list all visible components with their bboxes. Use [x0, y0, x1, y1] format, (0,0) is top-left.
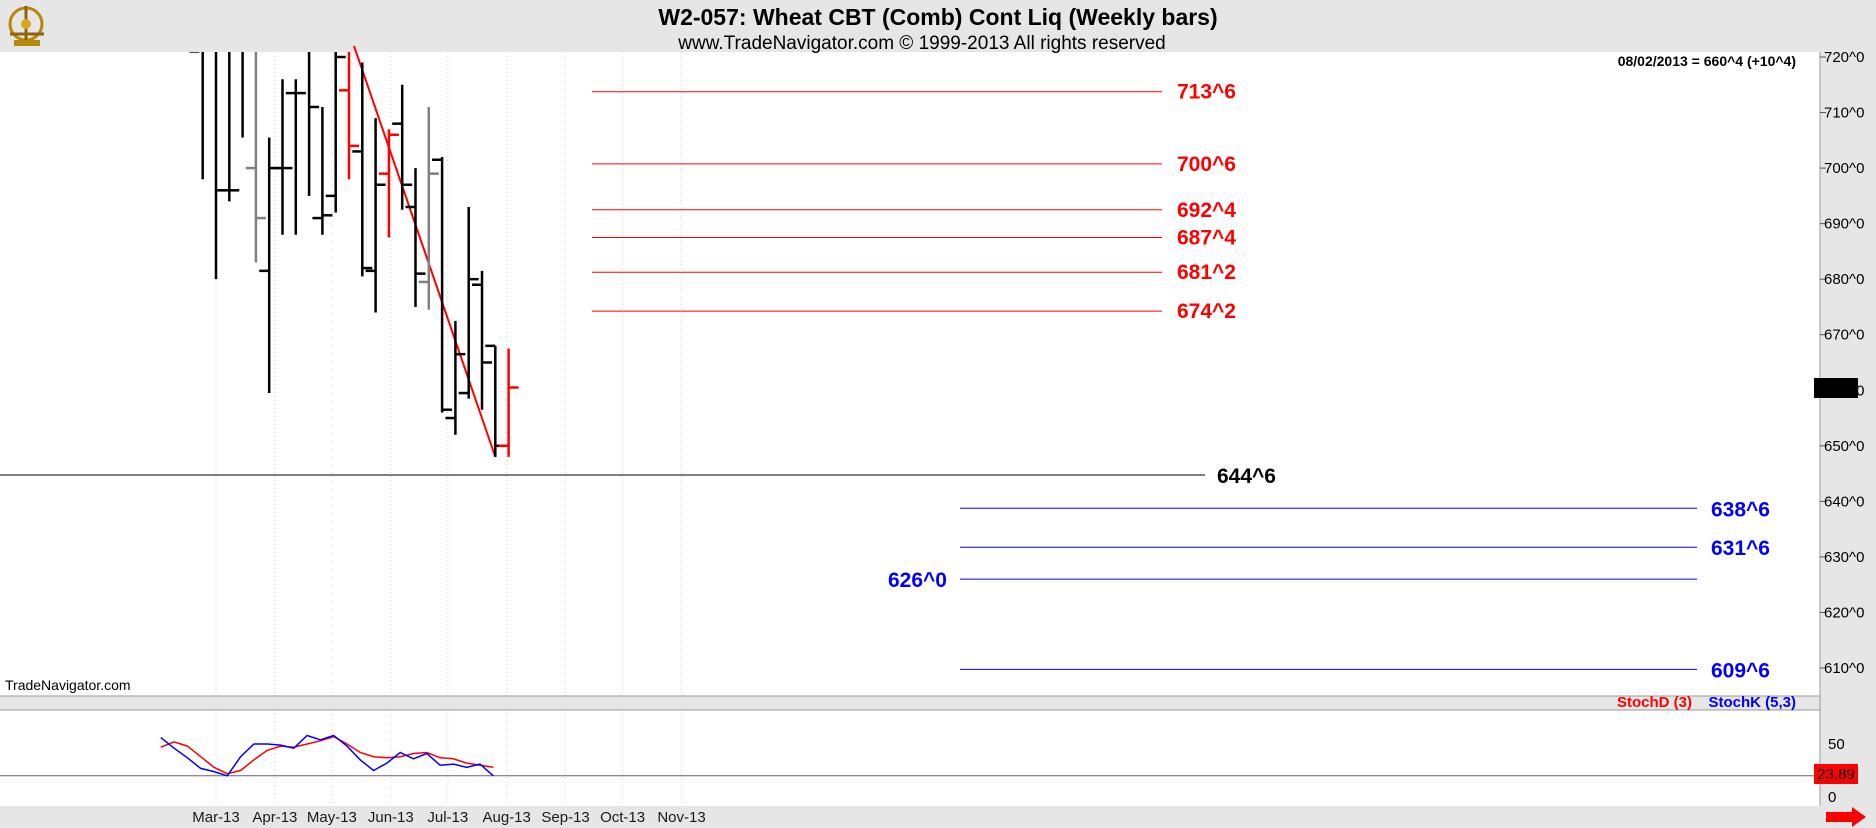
resistance-label: 700^6	[1177, 153, 1236, 176]
ohlc-bar	[285, 79, 306, 235]
resistance-label: 687^4	[1177, 227, 1236, 250]
stoch-y-tick-label: 0	[1828, 789, 1836, 806]
x-tick-label: Jul-13	[427, 809, 468, 826]
ohlc-bar	[307, 52, 320, 196]
x-tick-label: Jun-13	[368, 809, 414, 826]
y-tick-label: 650^0	[1824, 438, 1864, 455]
support-label: 626^0	[888, 569, 947, 592]
y-tick-label: 710^0	[1824, 105, 1864, 122]
pivot-low-label: 644^6	[1217, 465, 1276, 488]
resistance-label: 713^6	[1177, 81, 1236, 104]
y-tick-label: 640^0	[1824, 493, 1864, 510]
legend-stochd: StochD (3)	[1617, 694, 1692, 711]
support-label: 638^6	[1711, 498, 1770, 521]
y-tick-label: 630^0	[1824, 549, 1864, 566]
ohlc-bar	[241, 52, 244, 138]
ohlc-bar	[272, 79, 293, 235]
y-tick-label: 610^0	[1824, 660, 1864, 677]
ohlc-bar	[432, 156, 453, 413]
ohlc-bar	[458, 206, 479, 399]
y-tick-label: 700^0	[1824, 160, 1864, 177]
price-panel	[0, 52, 1820, 696]
ohlc-bar	[472, 270, 492, 410]
watermark: TradeNavigator.com	[5, 677, 131, 693]
support-label: 609^6	[1711, 659, 1770, 682]
y-tick-label: 680^0	[1824, 271, 1864, 288]
stoch-y-tick-label: 50	[1828, 736, 1845, 753]
ohlc-bars	[189, 52, 519, 457]
title-band	[0, 0, 1820, 52]
y-tick-label: 690^0	[1824, 216, 1864, 233]
stochastic-panel: 0 50	[0, 734, 1845, 806]
ohlc-bar	[445, 320, 466, 435]
price-levels: 713^6 700^6 692^4 687^4 681^2 674^2 644^6 638^6…	[0, 81, 1770, 682]
resistance-label: 692^4	[1177, 199, 1236, 222]
bottom-axis-panel	[0, 806, 1820, 828]
stochd-line	[160, 735, 494, 775]
x-tick-label: Sep-13	[541, 809, 589, 826]
ohlc-bar	[245, 52, 266, 263]
trendline	[353, 45, 497, 458]
x-tick-label: Aug-13	[483, 809, 531, 826]
support-label: 631^6	[1711, 537, 1770, 560]
last-price-box	[1814, 378, 1858, 398]
y-axis-ticks: 610^0620^0630^0640^0650^0660^0670^0680^0…	[1820, 49, 1864, 677]
separator-band	[0, 696, 1820, 710]
ohlc-bar	[352, 62, 373, 277]
ohlc-bars-inner	[189, 52, 519, 457]
trendline-group	[353, 45, 497, 458]
ohlc-bar	[405, 168, 426, 307]
legend-stochk: StochK (5,3)	[1708, 694, 1796, 711]
right-axis-panel	[1820, 0, 1876, 828]
x-tick-label: Apr-13	[252, 809, 297, 826]
x-tick-label: Oct-13	[600, 809, 645, 826]
ohlc-bar	[201, 52, 204, 180]
ohlc-bar	[378, 129, 399, 238]
last-value-readout: 08/02/2013 = 660^4 (+10^4)	[1618, 53, 1796, 69]
stochk-line	[160, 734, 494, 777]
ohlc-bar	[365, 118, 386, 313]
x-tick-label: Mar-13	[192, 809, 240, 826]
copyright-notice: www.TradeNavigator.com © 1999-2013 All r…	[677, 33, 1165, 54]
y-tick-label: 670^0	[1824, 327, 1864, 344]
stoch-last-box	[1814, 764, 1858, 784]
ohlc-bar	[392, 84, 413, 210]
ohlc-bar	[219, 52, 240, 202]
y-tick-label: 620^0	[1824, 604, 1864, 621]
resistance-label: 674^2	[1177, 300, 1236, 323]
ohlc-bar	[418, 106, 439, 310]
sextant-icon	[8, 6, 44, 46]
stoch-last-value: 23.89	[1817, 766, 1855, 783]
x-axis-ticks: Mar-13 Apr-13 May-13 Jun-13 Jul-13 Aug-13 Sep-…	[192, 809, 705, 826]
resistance-label: 681^2	[1177, 261, 1236, 284]
ohlc-bar	[325, 52, 346, 213]
ohlc-bar	[498, 348, 519, 457]
ohlc-bar	[312, 106, 333, 235]
ohlc-bar	[339, 52, 359, 180]
scroll-right-arrow-icon[interactable]	[1826, 807, 1866, 827]
x-tick-label: Nov-13	[657, 809, 705, 826]
y-tick-label: 720^0	[1824, 49, 1864, 66]
chart-title: W2-057: Wheat CBT (Comb) Cont Liq (Weekl…	[658, 4, 1217, 30]
x-tick-label: May-13	[307, 809, 357, 826]
last-price-label: 660^4	[1816, 380, 1856, 397]
